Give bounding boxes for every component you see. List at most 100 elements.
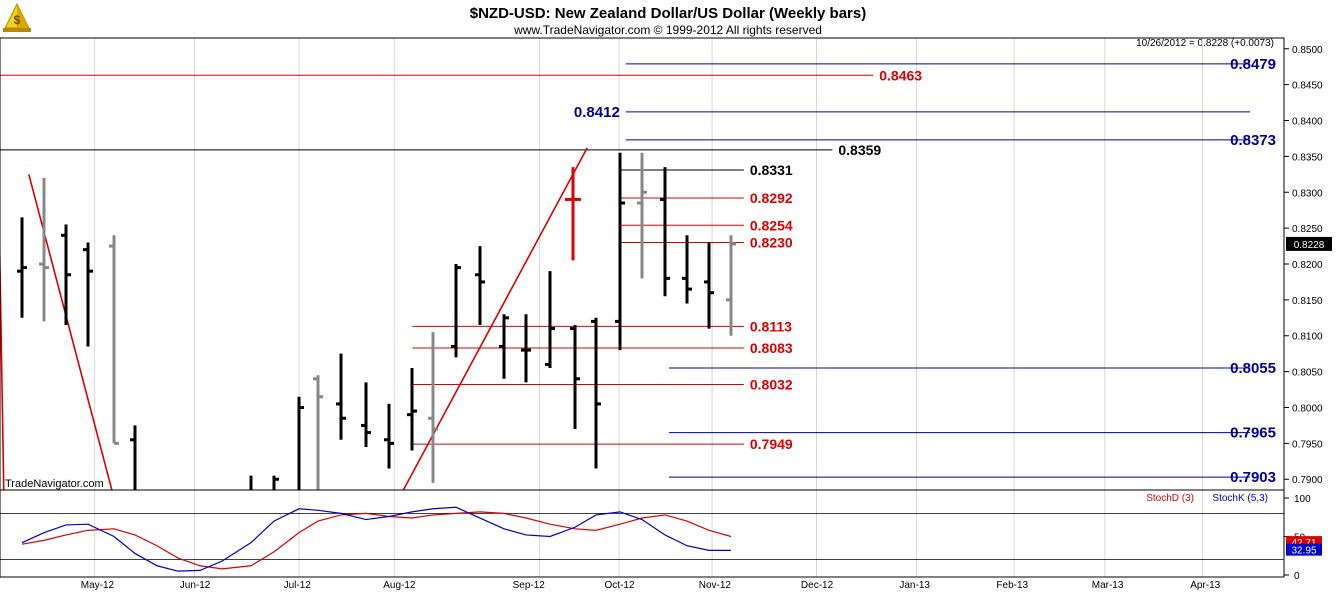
y-tick-label: 0.8150 (1292, 296, 1323, 307)
x-tick-label: Sep-12 (513, 580, 546, 591)
level-label: 0.8032 (750, 377, 793, 393)
level-label: 0.7949 (750, 436, 793, 452)
ohlc-bar (451, 264, 461, 358)
stoch-k-legend: StochK (5,3) (1212, 493, 1268, 504)
level-label: 0.8479 (1230, 56, 1276, 73)
stochastic-grid (0, 490, 1284, 577)
ohlc-bar (475, 246, 485, 325)
y-tick-label: 0.7950 (1292, 439, 1323, 450)
level-label: 0.8230 (750, 234, 793, 250)
y-tick-label: 0.8000 (1292, 403, 1323, 414)
ohlc-bar (272, 475, 279, 490)
ohlc-bar (704, 242, 714, 329)
bars-layer (17, 152, 736, 490)
price-grid (94, 38, 1203, 490)
level-label: 0.8254 (750, 217, 793, 233)
stoch-tick-label: 0 (1294, 571, 1300, 582)
svg-text:$: $ (14, 13, 21, 27)
level-label: 0.8055 (1230, 360, 1276, 377)
stoch-k-line (21, 506, 731, 572)
x-tick-label: Feb-13 (996, 580, 1028, 591)
x-axis: May-12 Jun-12 Jul-12 Aug-12 Sep-12 Oct-12 Nov-… (81, 580, 1221, 591)
x-tick-label: Aug-12 (383, 580, 416, 591)
projection-bar (565, 167, 581, 261)
ohlc-bar (570, 324, 580, 430)
ohlc-bar (637, 152, 647, 279)
ohlc-bar (336, 353, 346, 440)
ohlc-bar (361, 382, 371, 447)
y-tick-label: 0.8100 (1292, 332, 1323, 343)
chart-title: $NZD-USD: New Zealand Dollar/US Dollar (… (470, 5, 866, 22)
x-tick-label: Nov-12 (699, 580, 732, 591)
ohlc-bar (39, 177, 49, 322)
stoch-k-value: 32.95 (1291, 546, 1316, 557)
ohlc-bar (83, 242, 93, 347)
level-label: 0.8331 (750, 162, 793, 178)
ohlc-bar (61, 224, 71, 325)
level-label: 0.7965 (1230, 425, 1276, 442)
watermark: TradeNavigator.com (5, 478, 104, 490)
y-tick-label: 0.8300 (1292, 188, 1323, 199)
ohlc-bar (521, 314, 531, 383)
level-label: 0.8359 (838, 142, 881, 158)
stoch-d-legend: StochD (3) (1146, 493, 1194, 504)
level-label: 0.8412 (574, 104, 620, 121)
chart-subtitle: www.TradeNavigator.com © 1999-2012 All r… (513, 23, 822, 37)
y-tick-label: 0.8200 (1292, 260, 1323, 271)
ohlc-bar (249, 475, 253, 490)
ohlc-bar (407, 368, 417, 451)
stoch-tick-label: 100 (1294, 494, 1311, 505)
y-tick-label: 0.8250 (1292, 224, 1323, 235)
current-price-box (1286, 236, 1332, 251)
ohlc-bar (660, 167, 670, 297)
ohlc-bar (313, 375, 323, 490)
level-labels-layer: 0.8479 0.8463 0.8412 0.8373 0.8359 0.8331 0.82… (574, 56, 1276, 486)
level-label: 0.7903 (1230, 469, 1276, 486)
stoch-frame (0, 489, 1285, 578)
y-tick-label: 0.8500 (1292, 45, 1323, 56)
ohlc-bar (591, 317, 601, 469)
level-label: 0.8463 (879, 67, 922, 83)
y-tick-label: 0.8450 (1292, 81, 1323, 92)
pyramid-dollar-logo-icon: $ (3, 2, 31, 32)
level-label: 0.8083 (750, 340, 793, 356)
x-tick-label: Jan-13 (899, 580, 930, 591)
ohlc-bar (682, 235, 692, 304)
x-tick-label: Jul-12 (284, 580, 312, 591)
stoch-d-value: 42.71 (1291, 538, 1316, 549)
stoch-d-line (21, 511, 732, 570)
ohlc-bar (130, 425, 137, 490)
current-price-label: 0.8228 (1294, 240, 1325, 251)
stochastic-panel: StochD (3) StochK (5,3) (0, 490, 1284, 577)
y-tick-label: 0.8050 (1292, 368, 1323, 379)
ohlc-bar (384, 403, 394, 469)
ohlc-bar (109, 235, 119, 445)
y-tick-label: 0.8400 (1292, 117, 1323, 128)
x-tick-label: Oct-12 (605, 580, 635, 591)
x-tick-label: Jun-12 (180, 580, 211, 591)
level-label: 0.8292 (750, 190, 793, 206)
stoch-k-box (1286, 543, 1322, 556)
ohlc-bar (545, 271, 555, 369)
levels-layer (0, 63, 1251, 478)
price-panel: 0.8479 0.8463 0.8412 0.8373 0.8359 0.8331 0.82… (0, 38, 1276, 490)
y-axis: 0.8500 0.8450 0.8400 0.8350 0.8300 0.8250 0.82… (1284, 45, 1332, 486)
y-tick-label: 0.8350 (1292, 152, 1323, 163)
ohlc-bar (297, 396, 304, 490)
level-label: 0.8113 (750, 318, 792, 334)
ohlc-bar (428, 332, 438, 483)
x-tick-label: May-12 (81, 580, 115, 591)
ohlc-bar (726, 235, 736, 336)
level-label: 0.8373 (1230, 132, 1276, 149)
x-tick-label: Dec-12 (801, 580, 834, 591)
y-tick-label: 0.7900 (1292, 475, 1323, 486)
last-quote-label: 10/26/2012 = 0.8228 (+0.0073) (1136, 38, 1274, 49)
ohlc-bar (499, 314, 509, 379)
ohlc-bar (17, 217, 27, 318)
x-tick-label: Mar-13 (1092, 580, 1124, 591)
stochastic-lines (21, 506, 732, 572)
x-tick-label: Apr-13 (1190, 580, 1220, 591)
